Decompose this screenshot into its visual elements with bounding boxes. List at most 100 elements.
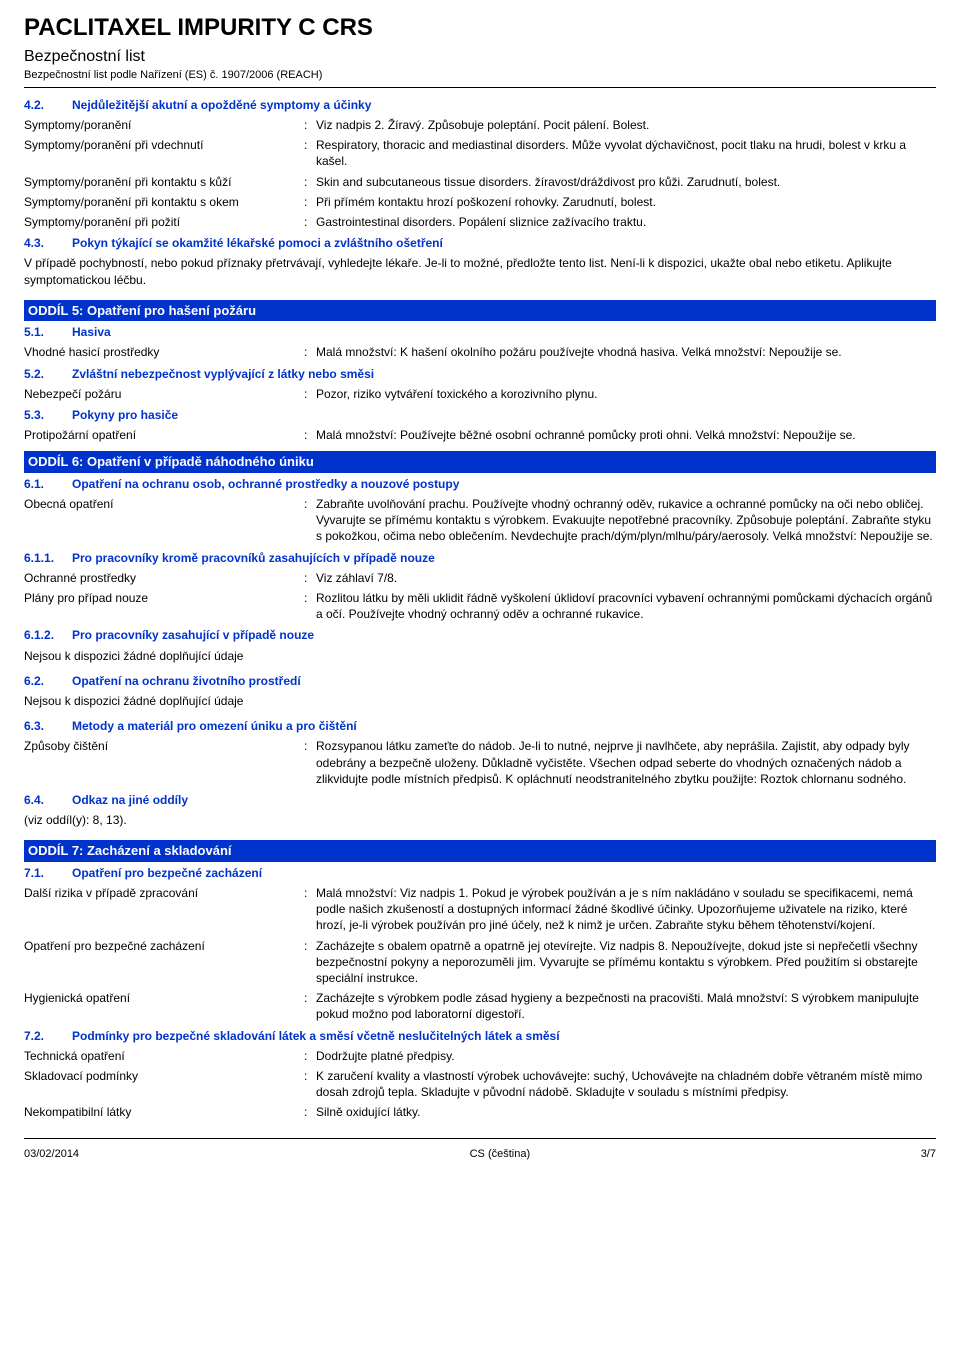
section-7-1-heading: 7.1. Opatření pro bezpečné zacházení — [24, 862, 936, 883]
section-6-2-heading: 6.2. Opatření na ochranu životního prost… — [24, 670, 936, 691]
row-label: Protipožární opatření — [24, 427, 304, 443]
row-label: Hygienická opatření — [24, 990, 304, 1022]
section-num: 5.2. — [24, 366, 72, 382]
data-row: Vhodné hasicí prostředky:Malá množství: … — [24, 342, 936, 362]
row-label: Vhodné hasicí prostředky — [24, 344, 304, 360]
data-row: Obecná opatření:Zabraňte uvolňování prac… — [24, 494, 936, 547]
row-colon: : — [304, 1068, 316, 1100]
section-title: Opatření pro bezpečné zacházení — [72, 865, 262, 881]
data-row: Protipožární opatření:Malá množství: Pou… — [24, 425, 936, 445]
row-label: Symptomy/poranění při kontaktu s kůží — [24, 174, 304, 190]
data-row: Symptomy/poranění při požití:Gastrointes… — [24, 212, 936, 232]
row-colon: : — [304, 738, 316, 787]
row-value: Zacházejte s výrobkem podle zásad hygien… — [316, 990, 936, 1022]
page-title: PACLITAXEL IMPURITY C CRS — [24, 12, 936, 44]
row-label: Symptomy/poranění při kontaktu s okem — [24, 194, 304, 210]
section-title: Pro pracovníky zasahující v případě nouz… — [72, 627, 314, 643]
row-colon: : — [304, 885, 316, 934]
data-row: Nebezpečí požáru:Pozor, riziko vytváření… — [24, 384, 936, 404]
section-title: Opatření na ochranu osob, ochranné prost… — [72, 476, 459, 492]
section-num: 6.3. — [24, 718, 72, 734]
row-colon: : — [304, 570, 316, 586]
section-7-heading: ODDÍL 7: Zacházení a skladování — [24, 840, 936, 862]
data-row: Plány pro případ nouze:Rozlitou látku by… — [24, 588, 936, 624]
section-num: 7.2. — [24, 1028, 72, 1044]
section-title: Odkaz na jiné oddíly — [72, 792, 188, 808]
section-6-4-text: (viz oddíl(y): 8, 13). — [24, 810, 936, 834]
page-footer: 03/02/2014 CS (čeština) 3/7 — [24, 1138, 936, 1162]
row-label: Plány pro případ nouze — [24, 590, 304, 622]
row-value: Respiratory, thoracic and mediastinal di… — [316, 137, 936, 169]
section-title: Pokyn týkající se okamžité lékařské pomo… — [72, 235, 443, 251]
row-colon: : — [304, 194, 316, 210]
row-value: Zabraňte uvolňování prachu. Používejte v… — [316, 496, 936, 545]
row-value: Rozsypanou látku zameťte do nádob. Je-li… — [316, 738, 936, 787]
section-num: 4.3. — [24, 235, 72, 251]
row-value: Viz záhlaví 7/8. — [316, 570, 936, 586]
row-colon: : — [304, 1104, 316, 1120]
section-6-1-2-text: Nejsou k dispozici žádné doplňující údaj… — [24, 646, 936, 670]
row-label: Nekompatibilní látky — [24, 1104, 304, 1120]
row-colon: : — [304, 214, 316, 230]
section-5-1-heading: 5.1. Hasiva — [24, 321, 936, 342]
section-5-2-heading: 5.2. Zvláštní nebezpečnost vyplývající z… — [24, 363, 936, 384]
row-colon: : — [304, 990, 316, 1022]
data-row: Symptomy/poranění při kontaktu s kůží:Sk… — [24, 172, 936, 192]
page-subtitle: Bezpečnostní list — [24, 46, 936, 68]
section-6-1-1-heading: 6.1.1. Pro pracovníky kromě pracovníků z… — [24, 547, 936, 568]
section-title: Hasiva — [72, 324, 111, 340]
row-value: Malá množství: Používejte běžné osobní o… — [316, 427, 936, 443]
row-label: Ochranné prostředky — [24, 570, 304, 586]
row-colon: : — [304, 344, 316, 360]
row-colon: : — [304, 174, 316, 190]
data-row: Technická opatření:Dodržujte platné před… — [24, 1046, 936, 1066]
section-num: 6.1.1. — [24, 550, 72, 566]
data-row: Způsoby čištění:Rozsypanou látku zameťte… — [24, 736, 936, 789]
row-value: Rozlitou látku by měli uklidit řádně vyš… — [316, 590, 936, 622]
section-4-2-heading: 4.2. Nejdůležitější akutní a opožděné sy… — [24, 94, 936, 115]
section-num: 6.1. — [24, 476, 72, 492]
data-row: Symptomy/poranění:Viz nadpis 2. Žíravý. … — [24, 115, 936, 135]
row-label: Symptomy/poranění — [24, 117, 304, 133]
data-row: Opatření pro bezpečné zacházení:Zacházej… — [24, 936, 936, 989]
row-colon: : — [304, 117, 316, 133]
section-6-2-text: Nejsou k dispozici žádné doplňující údaj… — [24, 691, 936, 715]
section-title: Pokyny pro hasiče — [72, 407, 178, 423]
row-value: Malá množství: K hašení okolního požáru … — [316, 344, 936, 360]
data-row: Skladovací podmínky:K zaručení kvality a… — [24, 1066, 936, 1102]
row-label: Obecná opatření — [24, 496, 304, 545]
row-label: Další rizika v případě zpracování — [24, 885, 304, 934]
row-label: Nebezpečí požáru — [24, 386, 304, 402]
data-row: Symptomy/poranění při vdechnutí:Respirat… — [24, 135, 936, 171]
row-colon: : — [304, 1048, 316, 1064]
row-colon: : — [304, 386, 316, 402]
row-value: Gastrointestinal disorders. Popálení sli… — [316, 214, 936, 230]
row-label: Technická opatření — [24, 1048, 304, 1064]
section-num: 6.1.2. — [24, 627, 72, 643]
section-num: 6.2. — [24, 673, 72, 689]
data-row: Ochranné prostředky:Viz záhlaví 7/8. — [24, 568, 936, 588]
data-row: Hygienická opatření:Zacházejte s výrobke… — [24, 988, 936, 1024]
data-row: Další rizika v případě zpracování:Malá m… — [24, 883, 936, 936]
data-row: Symptomy/poranění při kontaktu s okem:Př… — [24, 192, 936, 212]
row-value: Při přímém kontaktu hrozí poškození roho… — [316, 194, 936, 210]
row-label: Skladovací podmínky — [24, 1068, 304, 1100]
section-title: Zvláštní nebezpečnost vyplývající z látk… — [72, 366, 374, 382]
row-colon: : — [304, 137, 316, 169]
row-value: Zacházejte s obalem opatrně a opatrně je… — [316, 938, 936, 987]
row-value: K zaručení kvality a vlastností výrobek … — [316, 1068, 936, 1100]
data-row: Nekompatibilní látky:Silně oxidující lát… — [24, 1102, 936, 1122]
row-value: Pozor, riziko vytváření toxického a koro… — [316, 386, 936, 402]
row-colon: : — [304, 938, 316, 987]
section-title: Metody a materiál pro omezení úniku a pr… — [72, 718, 357, 734]
section-6-3-heading: 6.3. Metody a materiál pro omezení úniku… — [24, 715, 936, 736]
section-5-3-heading: 5.3. Pokyny pro hasiče — [24, 404, 936, 425]
row-value: Malá množství: Viz nadpis 1. Pokud je vý… — [316, 885, 936, 934]
section-title: Pro pracovníky kromě pracovníků zasahují… — [72, 550, 435, 566]
section-title: Opatření na ochranu životního prostředí — [72, 673, 301, 689]
footer-page: 3/7 — [921, 1147, 936, 1162]
row-colon: : — [304, 427, 316, 443]
section-title: Nejdůležitější akutní a opožděné symptom… — [72, 97, 371, 113]
footer-lang: CS (čeština) — [470, 1147, 531, 1162]
section-title: Podmínky pro bezpečné skladování látek a… — [72, 1028, 560, 1044]
